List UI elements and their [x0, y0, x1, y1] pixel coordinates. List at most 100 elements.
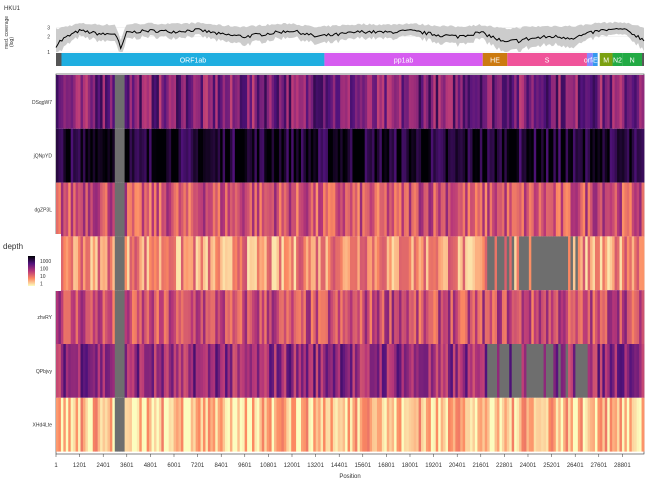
heatmap-cell — [553, 290, 557, 344]
heatmap-cell — [604, 397, 608, 452]
heatmap-cell — [210, 397, 214, 452]
heatmap-cell — [609, 182, 613, 237]
heatmap-cell — [394, 397, 397, 452]
heatmap-cell — [227, 182, 231, 237]
heatmap-cell — [75, 182, 79, 237]
heatmap-cell — [389, 397, 393, 452]
heatmap-cell — [220, 397, 223, 452]
heatmap-cell — [624, 182, 628, 237]
heatmap-cell — [154, 75, 157, 129]
heatmap-cell — [168, 236, 172, 291]
heatmap-cell — [278, 290, 282, 344]
heatmap-cell — [614, 290, 618, 344]
heatmap-cell — [161, 182, 165, 237]
heatmap-cell — [293, 75, 297, 129]
heatmap-cell — [131, 290, 135, 344]
heatmap-cell — [528, 344, 532, 398]
heatmap-cell — [389, 344, 393, 398]
heatmap-cell — [95, 344, 99, 398]
heatmap-cell — [180, 128, 184, 183]
heatmap-cell — [538, 75, 542, 129]
heatmap-cell — [154, 290, 157, 344]
heatmap-cell — [413, 128, 417, 183]
heatmap-cell — [239, 75, 243, 129]
heatmap-cell — [526, 128, 530, 183]
heatmap-cell — [595, 128, 598, 183]
heatmap-cell — [629, 344, 633, 398]
heatmap-cell — [141, 344, 145, 398]
heatmap-cell — [117, 397, 121, 452]
heatmap-cell — [122, 290, 125, 344]
heatmap-cell — [308, 128, 312, 183]
heatmap-cell — [237, 182, 241, 237]
heatmap-cell — [614, 397, 618, 452]
heatmap-cell — [592, 128, 596, 183]
heatmap-cell — [577, 344, 581, 398]
heatmap-cell — [636, 344, 640, 398]
heatmap-cell — [293, 128, 297, 183]
heatmap-cell — [592, 75, 596, 129]
heatmap-cell — [342, 290, 346, 344]
heatmap-cell — [247, 182, 250, 237]
heatmap-cell — [619, 182, 623, 237]
heatmap-cell — [479, 128, 483, 183]
heatmap-cell — [609, 75, 613, 129]
heatmap-cell — [325, 128, 329, 183]
heatmap-cell — [465, 182, 468, 237]
heatmap-cell — [90, 344, 94, 398]
heatmap-cell — [572, 128, 576, 183]
heatmap-cell — [528, 236, 532, 291]
heatmap-cell — [195, 344, 199, 398]
heatmap-cell — [558, 75, 562, 129]
heatmap-cell — [536, 397, 540, 452]
x-tick-label: 8401 — [215, 463, 229, 469]
heatmap-cell — [531, 182, 535, 237]
heatmap-cell — [423, 290, 427, 344]
heatmap-cell — [188, 344, 192, 398]
heatmap-cell — [538, 290, 542, 344]
gene-label: M — [603, 58, 609, 65]
heatmap-cell — [139, 236, 143, 291]
heatmap-cell — [602, 290, 606, 344]
heatmap-cell — [357, 182, 361, 237]
heatmap-cell — [519, 344, 522, 398]
heatmap-cell — [244, 397, 248, 452]
heatmap-cell — [109, 75, 113, 129]
heatmap-cell — [256, 236, 260, 291]
heatmap-cell — [347, 344, 351, 398]
heatmap-cell — [212, 236, 216, 291]
gene-label: ORF1ab — [180, 58, 207, 65]
heatmap-cell — [78, 397, 81, 452]
heatmap-cell — [433, 182, 437, 237]
heatmap-cell — [107, 128, 111, 183]
heatmap-cell — [70, 236, 74, 291]
heatmap-cell — [364, 128, 368, 183]
heatmap-cell — [582, 397, 586, 452]
heatmap-cell — [112, 182, 116, 237]
heatmap-cell — [499, 290, 503, 344]
heatmap-cell — [452, 182, 456, 237]
heatmap-cell — [107, 236, 111, 291]
heatmap-cell — [129, 182, 133, 237]
heatmap-cell — [379, 236, 383, 291]
heatmap-cell — [501, 290, 505, 344]
heatmap-cell — [65, 182, 69, 237]
heatmap-cell — [134, 75, 138, 129]
heatmap-cell — [261, 75, 265, 129]
heatmap-cell — [139, 344, 143, 398]
heatmap-cell — [332, 236, 336, 291]
heatmap-cell — [242, 236, 246, 291]
heatmap-cell — [82, 344, 86, 398]
heatmap-cell — [85, 344, 89, 398]
heatmap-cell — [450, 128, 454, 183]
heatmap-cell — [484, 182, 488, 237]
chart-title: HKU1 — [4, 6, 21, 12]
heatmap-cell — [489, 290, 493, 344]
heatmap-cell — [122, 344, 125, 398]
heatmap-cell — [467, 128, 471, 183]
heatmap-cell — [585, 397, 589, 452]
heatmap-cell — [423, 344, 427, 398]
heatmap-cell — [639, 236, 642, 291]
heatmap-cell — [178, 182, 182, 237]
heatmap-cell — [200, 236, 204, 291]
